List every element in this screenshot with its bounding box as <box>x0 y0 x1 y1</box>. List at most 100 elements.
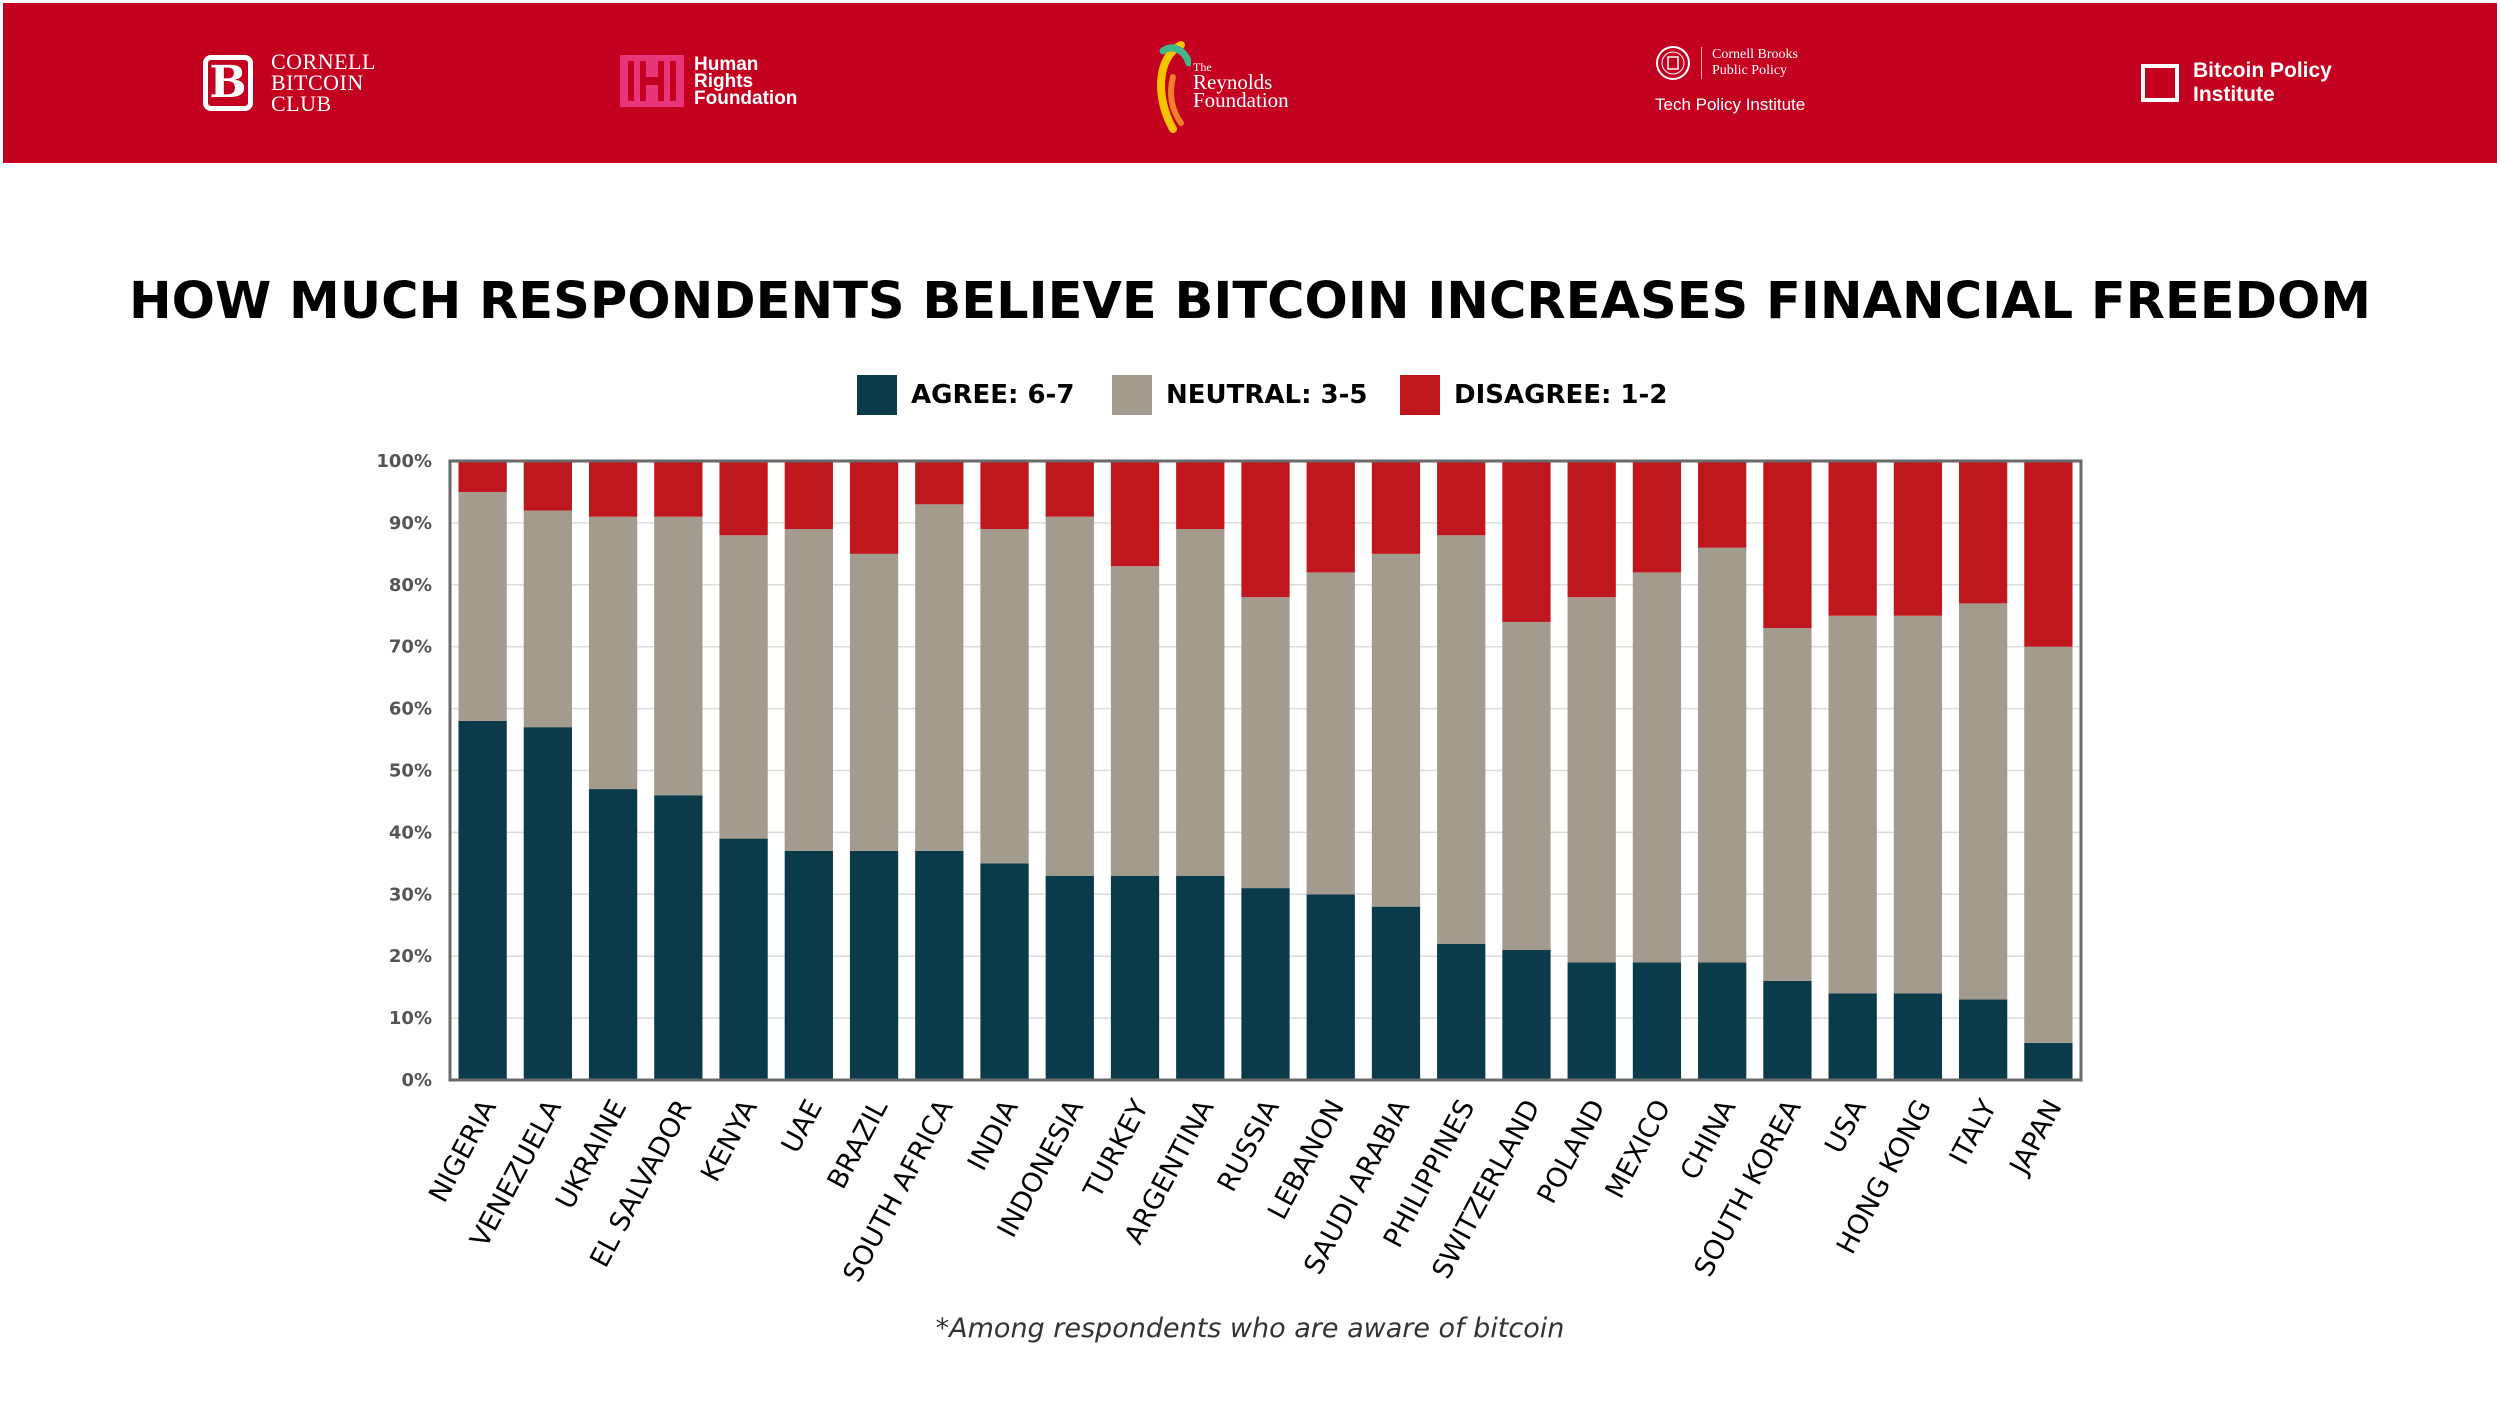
bar-disagree-venezuela <box>523 461 572 511</box>
x-tick-label: CHINA <box>1675 1094 1743 1185</box>
bar-neutral-venezuela <box>523 510 572 728</box>
bar-agree-saudi-arabia <box>1371 906 1421 1080</box>
bar-agree-venezuela <box>523 727 572 1080</box>
bar-neutral-el-salvador <box>654 516 703 796</box>
bar-agree-argentina <box>1176 875 1225 1080</box>
bar-disagree-russia <box>1241 461 1290 598</box>
y-tick-label: 10% <box>389 1008 432 1029</box>
y-tick-label: 40% <box>389 822 432 843</box>
bar-agree-uae <box>784 850 833 1080</box>
bar-disagree-el-salvador <box>654 461 703 517</box>
bar-agree-indonesia <box>1045 875 1094 1080</box>
bar-agree-usa <box>1828 993 1877 1080</box>
bar-agree-italy <box>1959 999 2008 1080</box>
legend-label-neutral: NEUTRAL: 3-5 <box>1166 380 1368 410</box>
bar-agree-hong-kong <box>1893 993 1943 1080</box>
bar-disagree-brazil <box>849 461 899 554</box>
x-tick-label: UAE <box>776 1095 829 1158</box>
legend-label-agree: AGREE: 6-7 <box>911 380 1075 410</box>
y-tick-label: 70% <box>389 637 432 658</box>
legend-item-disagree: DISAGREE: 1-2 <box>1400 375 1667 415</box>
x-tick-label: INDIA <box>962 1094 1025 1176</box>
bar-neutral-saudi-arabia <box>1371 553 1421 907</box>
y-tick-label: 50% <box>389 761 432 782</box>
stacked-bar-chart: 0%10%20%30%40%50%60%70%80%90%100%NIGERIA… <box>376 451 2083 1287</box>
bpi-wordmark: Bitcoin Policy Institute <box>2193 59 2332 106</box>
bar-agree-poland <box>1567 962 1616 1080</box>
bar-agree-el-salvador <box>654 795 703 1080</box>
y-tick-label: 20% <box>389 946 432 967</box>
y-tick-label: 30% <box>389 884 432 905</box>
y-tick-label: 0% <box>401 1070 432 1091</box>
bar-disagree-ukraine <box>588 461 638 517</box>
y-tick-label: 60% <box>389 699 432 720</box>
bar-agree-turkey <box>1110 875 1160 1080</box>
bar-agree-india <box>980 863 1029 1080</box>
bar-neutral-china <box>1698 547 1747 963</box>
bar-neutral-italy <box>1959 603 2008 1000</box>
x-tick-label: ITALY <box>1944 1094 2004 1170</box>
legend-swatch-neutral <box>1112 375 1152 415</box>
bar-neutral-brazil <box>849 553 899 851</box>
x-tick-label: RUSSIA <box>1212 1094 1286 1197</box>
footnote: *Among respondents who are aware of bitc… <box>935 1313 1565 1344</box>
bar-disagree-china <box>1698 461 1747 548</box>
bar-agree-russia <box>1241 888 1290 1080</box>
legend-swatch-agree <box>857 375 897 415</box>
bar-neutral-uae <box>784 529 833 851</box>
bar-agree-south-korea <box>1763 980 1812 1080</box>
bar-disagree-south-korea <box>1763 461 1812 629</box>
x-tick-label: BRAZIL <box>822 1095 895 1194</box>
bar-agree-kenya <box>719 838 768 1080</box>
bar-neutral-switzerland <box>1502 621 1551 951</box>
bar-disagree-italy <box>1959 461 2008 604</box>
bar-neutral-japan <box>2024 646 2073 1043</box>
chart-title: HOW MUCH RESPONDENTS BELIEVE BITCOIN INC… <box>128 272 2372 331</box>
bar-neutral-philippines <box>1437 535 1486 944</box>
bar-agree-lebanon <box>1306 894 1355 1080</box>
bar-agree-south-africa <box>915 850 964 1080</box>
human-rights-foundation-logo[interactable]: Human Rights Foundation <box>620 53 798 109</box>
hrf-h-mark-icon <box>620 55 684 107</box>
x-tick-label: USA <box>1819 1094 1873 1158</box>
legend-swatch-disagree <box>1400 375 1440 415</box>
bar-disagree-nigeria <box>458 461 507 492</box>
legend-item-neutral: NEUTRAL: 3-5 <box>1112 375 1368 415</box>
bar-neutral-argentina <box>1176 529 1225 876</box>
bitcoin-policy-institute-logo[interactable]: Bitcoin Policy Institute <box>2141 59 2332 107</box>
bar-disagree-hong-kong <box>1893 461 1943 616</box>
cornell-bitcoin-club-wordmark: CORNELL BITCOIN CLUB <box>271 49 376 116</box>
bar-disagree-kenya <box>719 461 768 536</box>
x-tick-label: MEXICO <box>1600 1095 1678 1204</box>
bar-disagree-poland <box>1567 461 1616 598</box>
bar-neutral-india <box>980 529 1029 864</box>
bar-disagree-argentina <box>1176 461 1225 530</box>
header-banner: B CORNELL BITCOIN CLUB Human Rights Foun… <box>3 3 2497 163</box>
y-tick-label: 80% <box>389 575 432 596</box>
bar-neutral-usa <box>1828 615 1877 994</box>
bar-disagree-indonesia <box>1045 461 1094 517</box>
bar-neutral-nigeria <box>458 491 507 721</box>
bar-disagree-lebanon <box>1306 461 1355 573</box>
reynolds-wordmark: The Reynolds Foundation <box>1193 60 1289 112</box>
bitcoin-b-icon: B <box>203 54 253 111</box>
y-tick-label: 90% <box>389 513 432 534</box>
cornell-brooks-logo[interactable]: Cornell Brooks Public Policy Tech Policy… <box>1655 45 1805 115</box>
reynolds-foundation-logo[interactable]: The Reynolds Foundation <box>1151 37 1289 133</box>
bar-agree-brazil <box>849 850 899 1080</box>
bar-neutral-kenya <box>719 535 768 839</box>
bpi-square-icon <box>2141 64 2179 102</box>
bar-neutral-russia <box>1241 597 1290 889</box>
x-tick-label: JAPAN <box>2003 1095 2068 1181</box>
bar-neutral-lebanon <box>1306 572 1355 895</box>
bar-agree-japan <box>2024 1042 2073 1080</box>
bar-agree-switzerland <box>1502 950 1551 1080</box>
bar-disagree-switzerland <box>1502 461 1551 622</box>
bar-disagree-south-africa <box>915 461 964 505</box>
x-tick-label: KENYA <box>695 1094 764 1187</box>
hrf-wordmark: Human Rights Foundation <box>694 53 798 109</box>
bar-disagree-philippines <box>1437 461 1486 536</box>
bar-agree-ukraine <box>588 789 638 1080</box>
bar-disagree-usa <box>1828 461 1877 616</box>
cornell-bitcoin-club-logo[interactable]: B CORNELL BITCOIN CLUB <box>203 49 376 116</box>
